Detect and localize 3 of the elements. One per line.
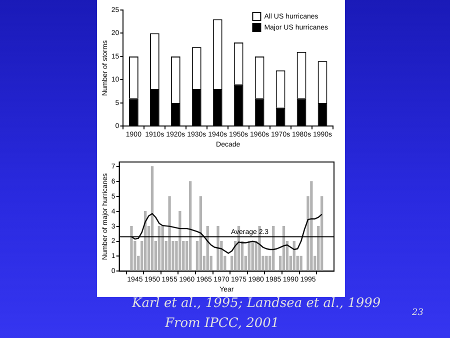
text: Karl et al., 1995; Landsea et al., 1999: [132, 296, 381, 311]
text: From IPCC, 2001: [165, 316, 280, 331]
text: 23: [412, 308, 424, 318]
